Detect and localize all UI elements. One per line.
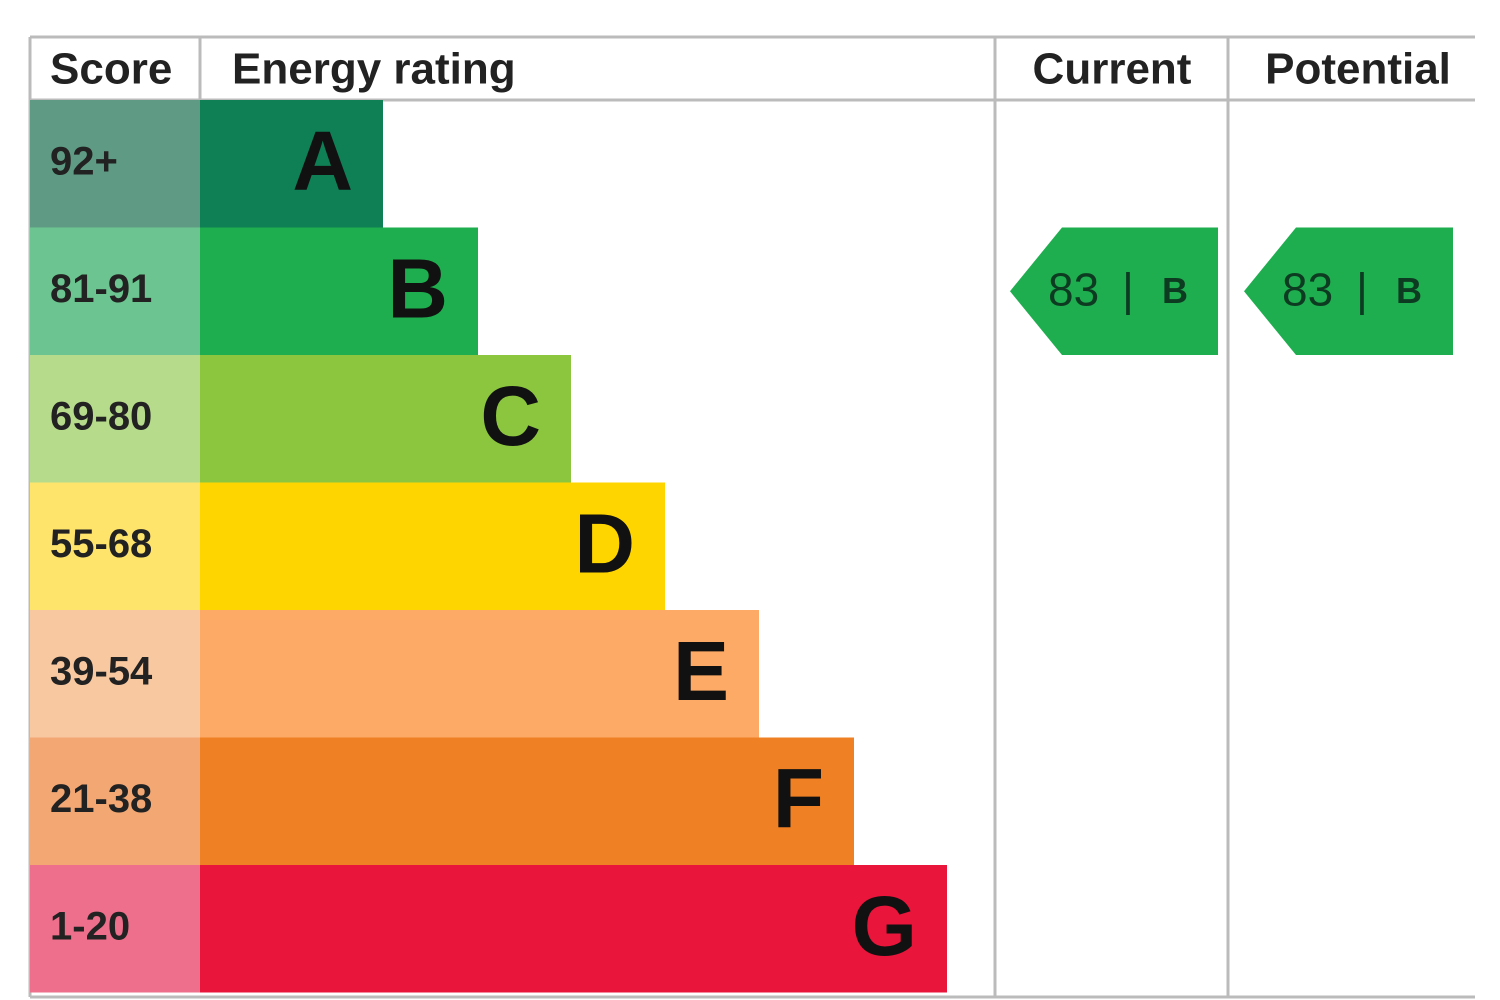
rating-letter: G: [852, 879, 917, 973]
rating-letter: B: [387, 241, 448, 335]
score-label: 1-20: [50, 904, 130, 948]
score-label: 39-54: [50, 649, 153, 693]
score-label: 21-38: [50, 777, 152, 821]
header-current: Current: [1033, 45, 1192, 94]
score-cell: [30, 610, 200, 738]
rating-letter: C: [480, 369, 541, 463]
score-label: 69-80: [50, 394, 152, 438]
score-cell: [30, 355, 200, 483]
badges: 83 | B 83 | B: [1010, 227, 1453, 355]
score-cell: [30, 865, 200, 993]
score-cell: [30, 100, 200, 228]
rating-bar: [200, 355, 571, 483]
rating-bar: [200, 865, 947, 993]
potential-badge: [1244, 227, 1453, 355]
rating-bar: [200, 100, 383, 228]
score-label: 55-68: [50, 522, 152, 566]
header-potential: Potential: [1265, 45, 1451, 94]
score-label: 81-91: [50, 267, 152, 311]
score-cell: [30, 227, 200, 355]
rating-letter: A: [292, 114, 353, 208]
header-energy-rating: Energy rating: [232, 45, 516, 94]
rating-letter: E: [673, 624, 729, 718]
potential-separator: |: [1356, 263, 1368, 315]
current-separator: |: [1122, 263, 1134, 315]
score-cell: [30, 482, 200, 610]
header-score: Score: [50, 45, 172, 94]
bands: 92+ A 81-91 B 69-80 C 55-68 D 39-54 E 21-38 F 1-20 G: [30, 100, 947, 993]
potential-score: 83: [1282, 263, 1333, 315]
score-label: 92+: [50, 139, 118, 183]
rating-letter: F: [773, 751, 824, 845]
current-badge: [1010, 227, 1218, 355]
rating-bar: [200, 610, 759, 738]
rating-bar: [200, 737, 854, 865]
score-cell: [30, 737, 200, 865]
potential-band: B: [1396, 270, 1422, 311]
rating-letter: D: [574, 496, 635, 590]
current-band: B: [1162, 270, 1188, 311]
current-score: 83: [1048, 263, 1099, 315]
rating-bar: [200, 482, 665, 610]
rating-bar: [200, 227, 478, 355]
